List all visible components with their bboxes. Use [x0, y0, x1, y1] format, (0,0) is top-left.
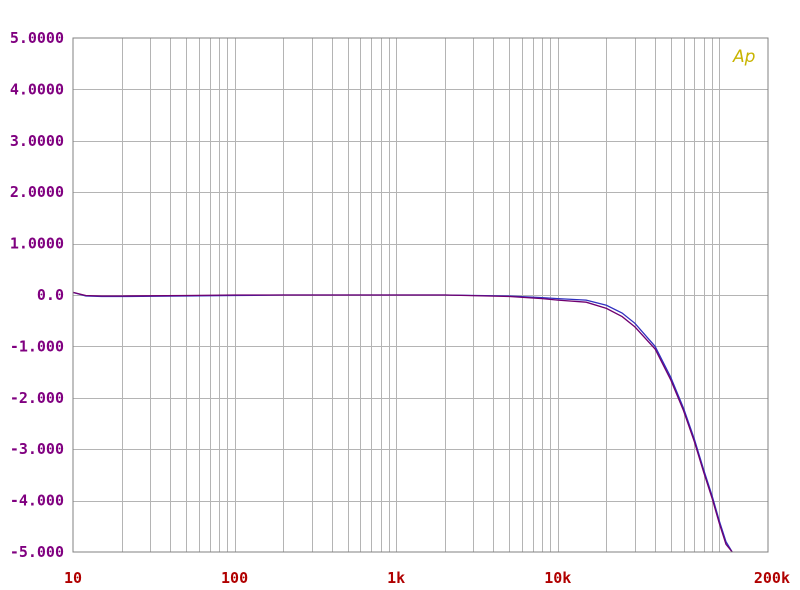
x-tick-label: 10 [64, 569, 82, 587]
x-tick-label: 100 [221, 569, 248, 587]
x-axis-tick-labels: 10 100 1k 10k 200k [64, 569, 790, 587]
x-tick-label: 10k [544, 569, 571, 587]
ap-logo: Ap [732, 47, 756, 67]
y-tick-label: -2.000 [10, 389, 64, 407]
series-line [72, 291, 733, 553]
y-tick-label: -5.000 [10, 543, 64, 561]
y-tick-label: 4.0000 [10, 80, 64, 98]
y-tick-label: 3.0000 [10, 132, 64, 150]
series-group [72, 291, 733, 553]
y-tick-label: 0.0 [37, 286, 64, 304]
y-tick-label: 1.0000 [10, 235, 64, 253]
y-tick-label: -1.000 [10, 337, 64, 355]
y-tick-label: 5.0000 [10, 29, 64, 47]
x-tick-label: 200k [754, 569, 790, 587]
plot-border [72, 37, 769, 553]
y-axis-tick-labels: 5.0000 4.0000 3.0000 2.0000 1.0000 0.0 -1.000 -… [10, 29, 64, 561]
y-tick-label: -4.000 [10, 492, 64, 510]
y-tick-label: -3.000 [10, 440, 64, 458]
x-tick-label: 1k [387, 569, 405, 587]
y-tick-label: 2.0000 [10, 183, 64, 201]
